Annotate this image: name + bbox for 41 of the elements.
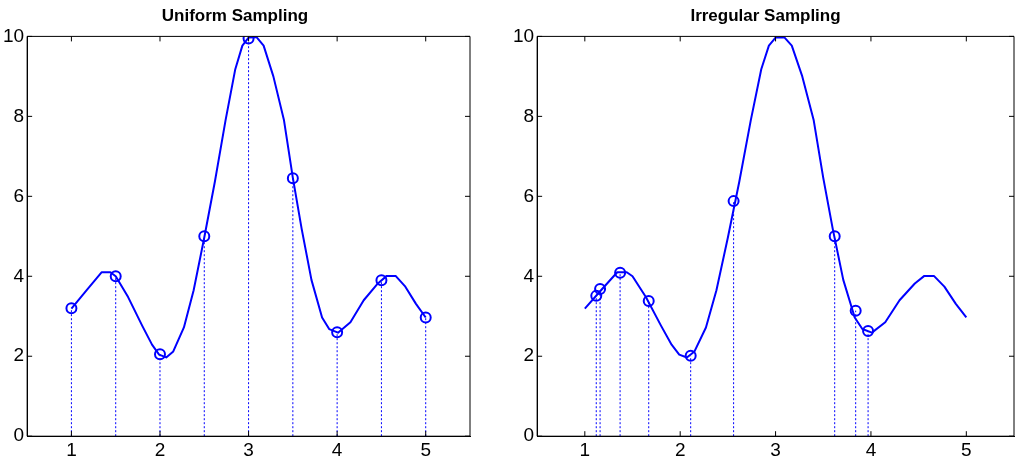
x-tick-label: 5 bbox=[961, 438, 972, 460]
y-tick-label: 4 bbox=[523, 264, 535, 286]
point bbox=[862, 325, 875, 338]
point bbox=[375, 274, 388, 287]
point bbox=[109, 270, 122, 283]
y-tick-label: 6 bbox=[523, 184, 535, 206]
y-tick-label: 10 bbox=[512, 24, 535, 46]
point bbox=[594, 283, 607, 296]
x-tick-label: 5 bbox=[420, 438, 431, 460]
x-tick-label: 4 bbox=[865, 438, 877, 460]
x-tick-label: 3 bbox=[770, 438, 781, 460]
y-tick-label: 2 bbox=[523, 344, 535, 366]
point bbox=[198, 230, 211, 243]
y-tick-label: 6 bbox=[13, 184, 25, 206]
point bbox=[614, 266, 627, 279]
point bbox=[331, 326, 344, 339]
y-tick-label: 0 bbox=[523, 424, 535, 446]
x-tick-label: 1 bbox=[579, 438, 591, 460]
y-tick-label: 4 bbox=[13, 264, 25, 286]
point bbox=[590, 289, 603, 302]
y-tick-label: 0 bbox=[13, 424, 25, 446]
x-tick-label: 1 bbox=[66, 438, 77, 460]
x-tick-label: 2 bbox=[154, 438, 166, 460]
x-tick-label: 4 bbox=[331, 438, 343, 460]
point bbox=[153, 348, 166, 361]
y-tick-label: 10 bbox=[2, 24, 25, 46]
chart-title: Irregular Sampling bbox=[690, 5, 841, 25]
point bbox=[65, 302, 78, 315]
point bbox=[419, 311, 432, 324]
chart-title: Uniform Sampling bbox=[161, 5, 309, 25]
y-tick-label: 8 bbox=[13, 104, 25, 126]
point bbox=[828, 230, 841, 243]
x-tick-label: 3 bbox=[243, 438, 254, 460]
y-tick-label: 8 bbox=[523, 104, 535, 126]
point bbox=[286, 172, 299, 185]
point bbox=[727, 195, 740, 208]
y-tick-label: 2 bbox=[13, 344, 25, 366]
point bbox=[849, 304, 862, 317]
point bbox=[642, 295, 655, 308]
x-tick-label: 2 bbox=[674, 438, 686, 460]
point bbox=[684, 349, 697, 362]
